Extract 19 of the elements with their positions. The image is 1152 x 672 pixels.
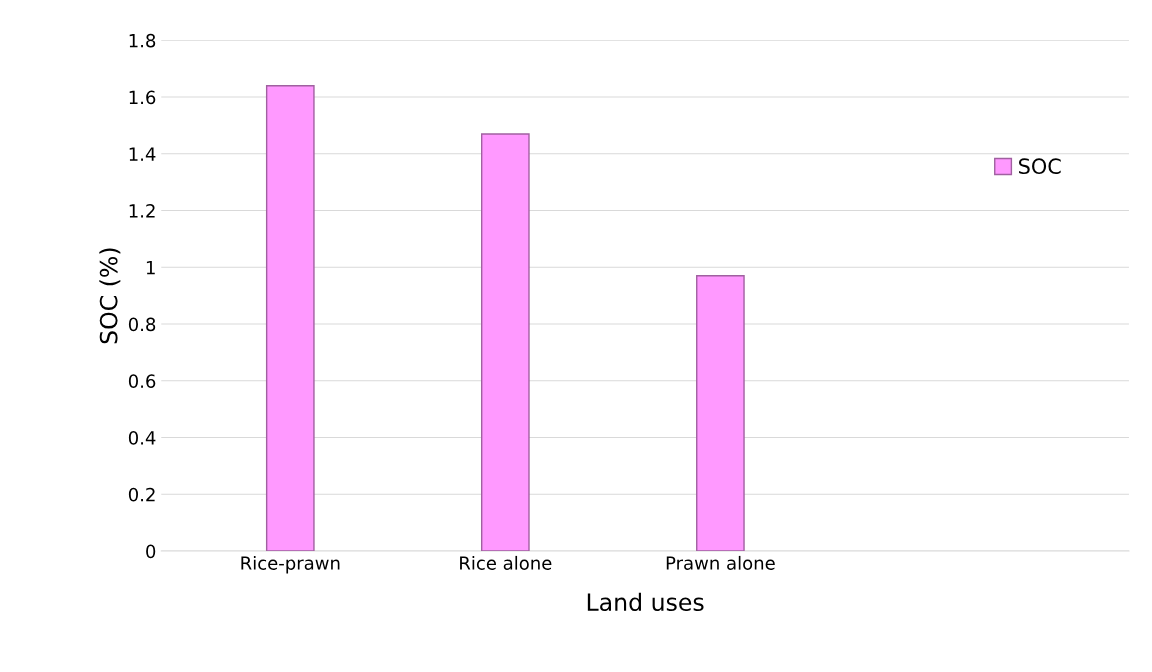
y-tick-label: 0.8	[128, 317, 156, 332]
y-tick-label: 1	[146, 261, 155, 275]
y-tick-label: 0.6	[128, 374, 156, 388]
y-tick-label: 1.8	[129, 33, 156, 48]
y-tick-label: 0.4	[128, 431, 156, 445]
x-axis-title: Land uses	[587, 592, 704, 612]
x-tick-label: Prawn alone	[666, 555, 775, 570]
legend-label: SOC	[1019, 158, 1061, 175]
x-tick-label: Rice alone	[460, 555, 552, 570]
bar	[265, 85, 315, 552]
y-axis-title: SOC (%)	[99, 248, 121, 344]
x-tick-label: Rice-prawn	[241, 555, 340, 574]
y-tick-label: 0	[146, 544, 156, 559]
y-tick-label: 1.6	[129, 90, 156, 105]
bar	[480, 133, 530, 552]
y-tick-label: 0.2	[128, 487, 155, 502]
y-tick-label: 1.4	[129, 147, 156, 161]
bar	[696, 275, 745, 552]
y-tick-label: 1.2	[129, 204, 155, 218]
